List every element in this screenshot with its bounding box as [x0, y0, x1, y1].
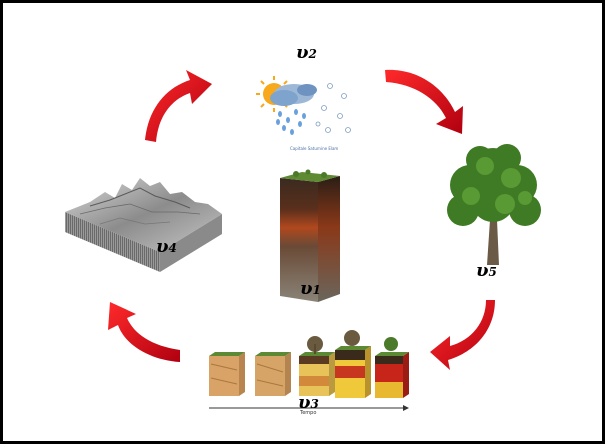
label-v2: υ2	[296, 44, 317, 62]
terrain-block-icon	[65, 178, 222, 272]
tree-icon	[447, 144, 541, 265]
soil-profile-stage-5	[375, 337, 409, 398]
label-v4-index: 4	[168, 241, 177, 255]
time-axis-label: Tempo	[300, 410, 317, 416]
label-v1-index: 1	[312, 283, 321, 297]
soil-profile-stage-3	[299, 336, 335, 396]
label-v1: υ1	[300, 280, 321, 298]
label-v3: υ3	[298, 394, 319, 412]
soil-profile-sequence-icon	[209, 330, 409, 411]
red-cycle-arrow-icon	[145, 70, 212, 142]
soil-profile-stage-1	[209, 352, 245, 396]
label-v4-symbol: υ	[156, 236, 169, 257]
label-v1-symbol: υ	[300, 278, 313, 299]
label-v2-index: 2	[308, 47, 317, 61]
label-v3-symbol: υ	[298, 392, 311, 413]
label-v5-symbol: υ	[476, 260, 489, 281]
weather-sun-rain-snow-icon	[256, 76, 351, 135]
soil-column-icon	[280, 169, 340, 302]
label-v2-symbol: υ	[296, 42, 309, 63]
red-cycle-arrow-icon	[108, 302, 180, 362]
label-v3-index: 3	[310, 397, 319, 411]
climate-caption: Capitale Saturnine Elam	[290, 146, 339, 151]
label-v5-index: 5	[488, 265, 497, 279]
label-v5: υ5	[476, 262, 497, 280]
red-cycle-arrow-icon	[385, 69, 463, 134]
red-cycle-arrow-icon	[430, 300, 495, 370]
soil-profile-stage-4	[335, 330, 371, 398]
soil-profile-stage-2	[255, 352, 291, 396]
label-v4: υ4	[156, 238, 177, 256]
